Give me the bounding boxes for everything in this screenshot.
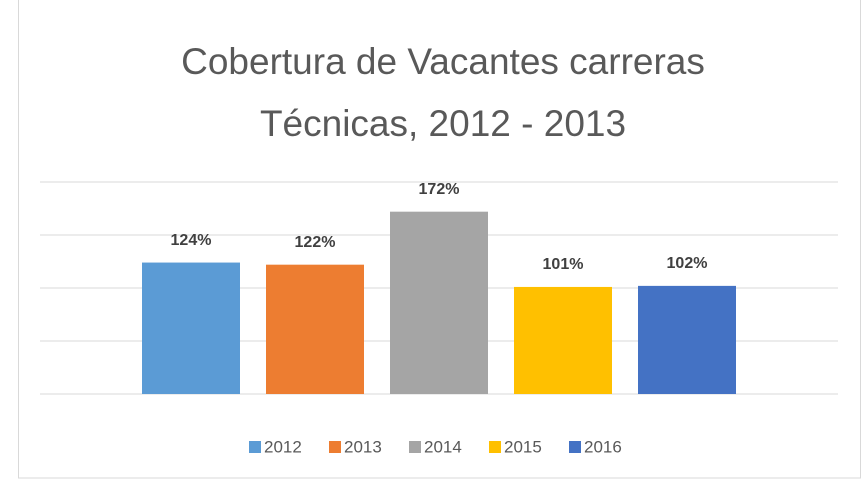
value-label: 101% <box>543 256 584 273</box>
legend-swatch <box>569 441 581 453</box>
value-label: 124% <box>171 232 212 249</box>
value-label: 122% <box>295 234 336 251</box>
bar <box>142 262 240 394</box>
bar <box>390 211 488 394</box>
legend-swatch <box>249 441 261 453</box>
legend-label: 2013 <box>344 437 382 456</box>
legend-swatch <box>409 441 421 453</box>
legend-label: 2012 <box>264 437 302 456</box>
legend-label: 2014 <box>424 437 462 456</box>
value-label: 102% <box>667 255 708 272</box>
legend-label: 2015 <box>504 437 542 456</box>
value-label: 172% <box>419 181 460 198</box>
bar <box>638 285 736 394</box>
bar <box>266 264 364 394</box>
bar <box>514 286 612 394</box>
chart-title: Cobertura de Vacantes carreras <box>181 41 705 82</box>
chart-title: Técnicas, 2012 - 2013 <box>260 103 626 144</box>
legend-swatch <box>489 441 501 453</box>
legend-swatch <box>329 441 341 453</box>
legend-label: 2016 <box>584 437 622 456</box>
